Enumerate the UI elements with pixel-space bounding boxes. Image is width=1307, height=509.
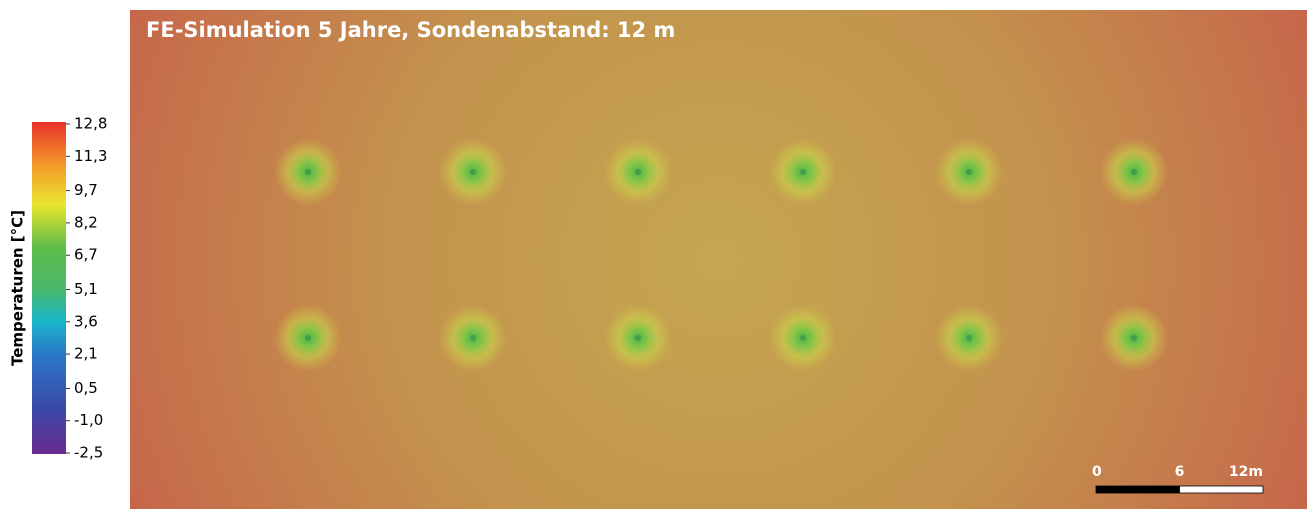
probe [305,169,311,175]
colorbar-tick-label: 6,7 [74,246,98,264]
scale-tick-label: 0 [1092,464,1102,480]
probe [1131,169,1137,175]
chart-title: FE-Simulation 5 Jahre, Sondenabstand: 12… [146,18,675,42]
probe [800,169,806,175]
colorbar-tick-label: 11,3 [74,147,107,165]
colorbar [32,122,66,454]
probe [1131,335,1137,341]
scale-bar-segment [1095,485,1180,494]
colorbar-tick-label: 2,1 [74,345,98,363]
colorbar-tick-label: 9,7 [74,181,98,199]
probe [966,335,972,341]
colorbar-tick-label: 0,5 [74,379,98,397]
probe [305,335,311,341]
probe [470,335,476,341]
probe [800,335,806,341]
colorbar-tick-label: 5,1 [74,280,98,298]
heatmap-field [130,10,1307,509]
scale-tick-label: 6 [1175,464,1185,480]
colorbar-tick-label: 3,6 [74,312,98,330]
scale-bar-segment [1179,485,1264,494]
colorbar-tick-label: -2,5 [74,444,103,462]
probe [470,169,476,175]
probe [635,335,641,341]
colorbar-tick-label: 12,8 [74,115,107,133]
probe [635,169,641,175]
colorbar-label: Temperaturen [°C] [9,210,27,366]
probe [966,169,972,175]
scale-tick-label: 12m [1229,464,1263,480]
probes [274,138,1168,372]
colorbar-tick-label: -1,0 [74,411,103,429]
colorbar-tick-label: 8,2 [74,213,98,231]
